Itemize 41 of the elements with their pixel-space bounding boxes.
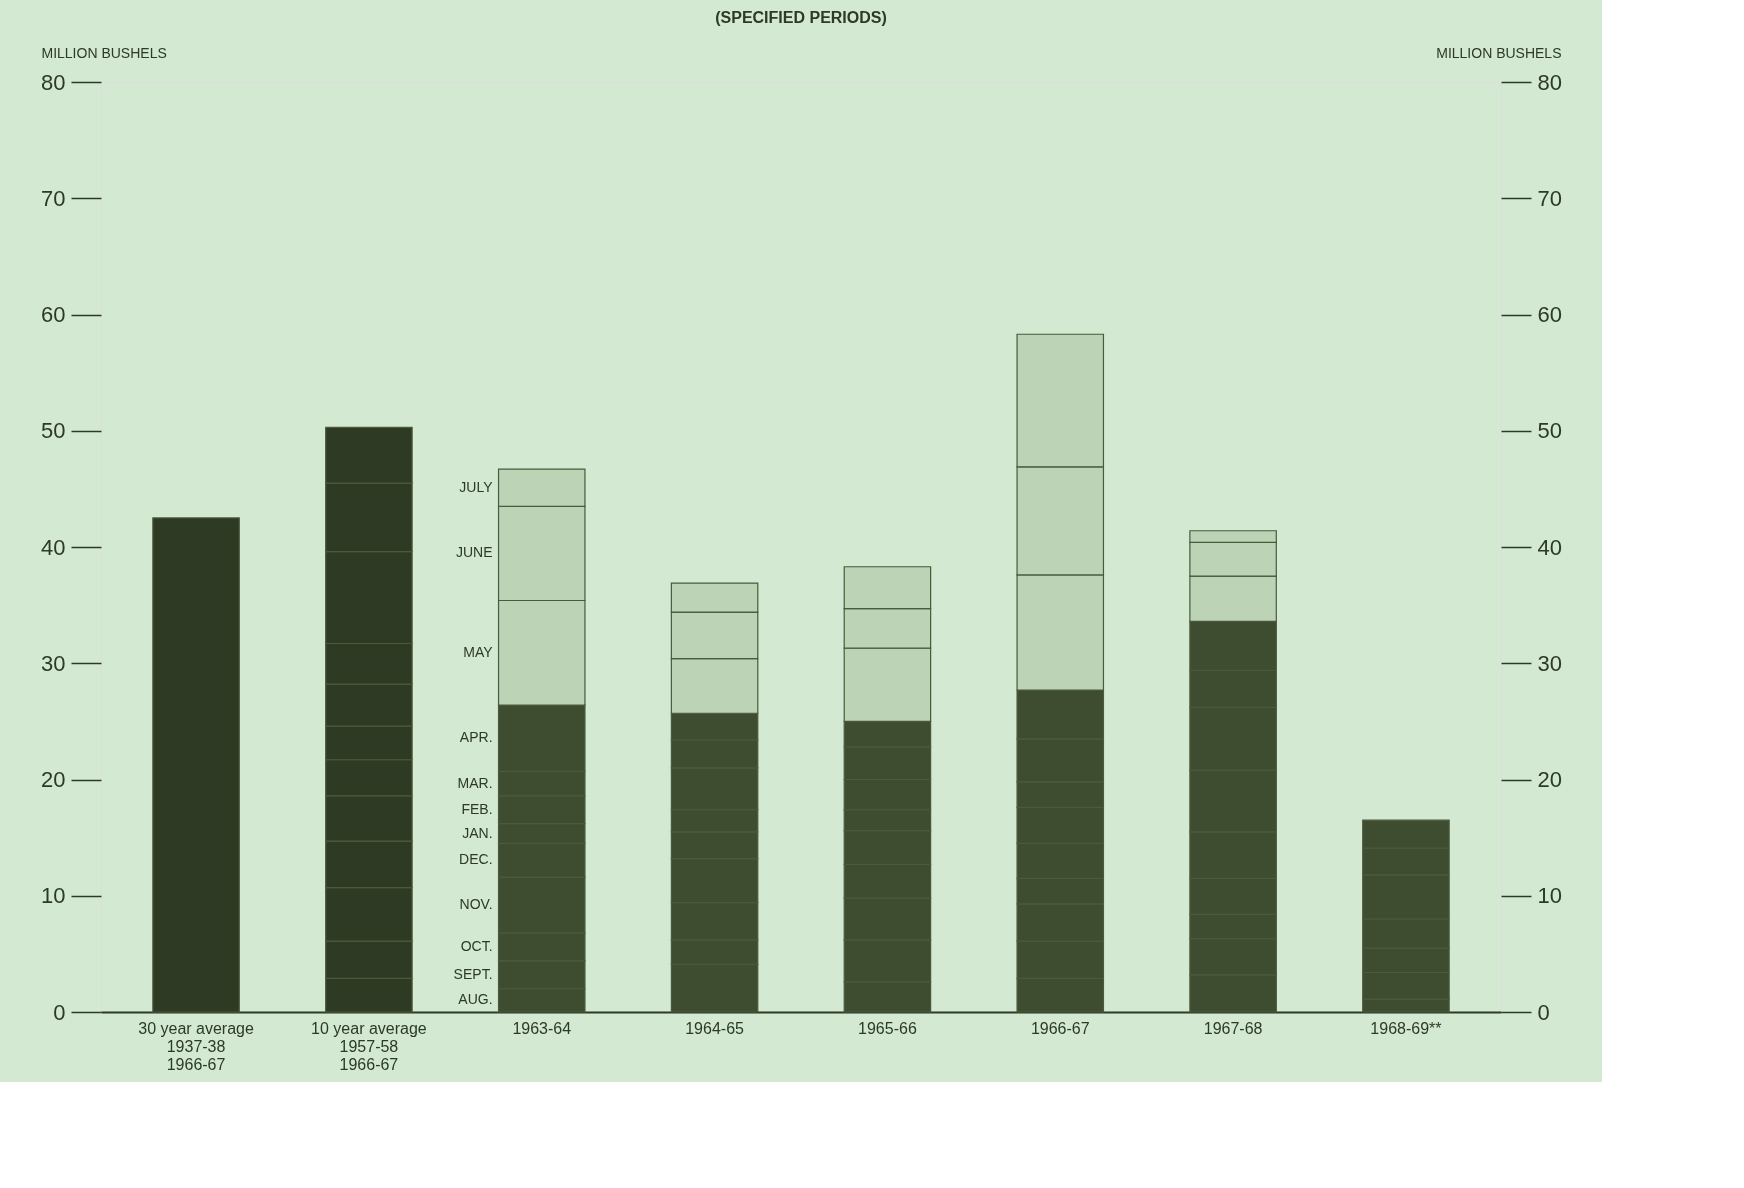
series-label: OCT. bbox=[460, 937, 493, 954]
y-tick-label: 20 bbox=[41, 767, 66, 792]
y2-tick-label: 10 bbox=[1537, 883, 1562, 909]
y-tick-label: 80 bbox=[41, 69, 66, 95]
series-label: DEC. bbox=[459, 851, 493, 868]
x-tick-label: 1965-66 bbox=[858, 1019, 917, 1037]
y2-tick-label: 20 bbox=[1537, 767, 1562, 792]
y2-tick-label: 50 bbox=[1537, 418, 1562, 444]
x-tick-label: 1963-64 bbox=[512, 1019, 572, 1037]
series-label: MAY bbox=[463, 643, 494, 660]
y-tick-label: 70 bbox=[41, 185, 66, 211]
series-label: MAR. bbox=[457, 774, 493, 791]
y-tick-label: 50 bbox=[41, 418, 66, 444]
series-label: APR. bbox=[459, 729, 493, 746]
y-tick-label: 40 bbox=[41, 534, 66, 560]
y-axis-title: MILLION BUSHELS bbox=[41, 44, 167, 61]
x-tick-label: 1968-69** bbox=[1370, 1019, 1442, 1037]
x-tick-label: 10 year average 1957-58 1966-67 bbox=[311, 1019, 427, 1073]
x-tick-label: 30 year average 1937-38 1966-67 bbox=[138, 1019, 254, 1073]
series-label: AUG. bbox=[458, 991, 493, 1008]
y2-tick-label: 60 bbox=[1537, 302, 1562, 327]
series-label: JULY bbox=[459, 478, 494, 495]
x-tick-label: 1966-67 bbox=[1030, 1019, 1090, 1037]
x-tick-label: 1964-65 bbox=[685, 1019, 745, 1037]
chart-title: (SPECIFIED PERIODS) bbox=[715, 9, 887, 26]
series-label: NOV. bbox=[459, 896, 493, 913]
y-tick-label: 10 bbox=[41, 883, 66, 909]
series-label: SEPT. bbox=[453, 965, 493, 982]
series-label: FEB. bbox=[461, 800, 493, 817]
x-tick-label: 1967-68 bbox=[1203, 1019, 1263, 1037]
y-tick-label: 60 bbox=[41, 302, 66, 327]
series-label: JUNE bbox=[455, 544, 493, 561]
y2-axis-title: MILLION BUSHELS bbox=[1436, 44, 1562, 61]
y2-tick-label: 30 bbox=[1537, 650, 1562, 676]
y2-tick-label: 0 bbox=[1537, 999, 1550, 1025]
y-tick-label: 30 bbox=[41, 650, 66, 676]
y-tick-label: 0 bbox=[53, 999, 66, 1025]
series-label: JAN. bbox=[462, 824, 493, 841]
y2-tick-label: 70 bbox=[1537, 185, 1562, 211]
y2-tick-label: 80 bbox=[1537, 69, 1562, 95]
y2-tick-label: 40 bbox=[1537, 534, 1562, 560]
